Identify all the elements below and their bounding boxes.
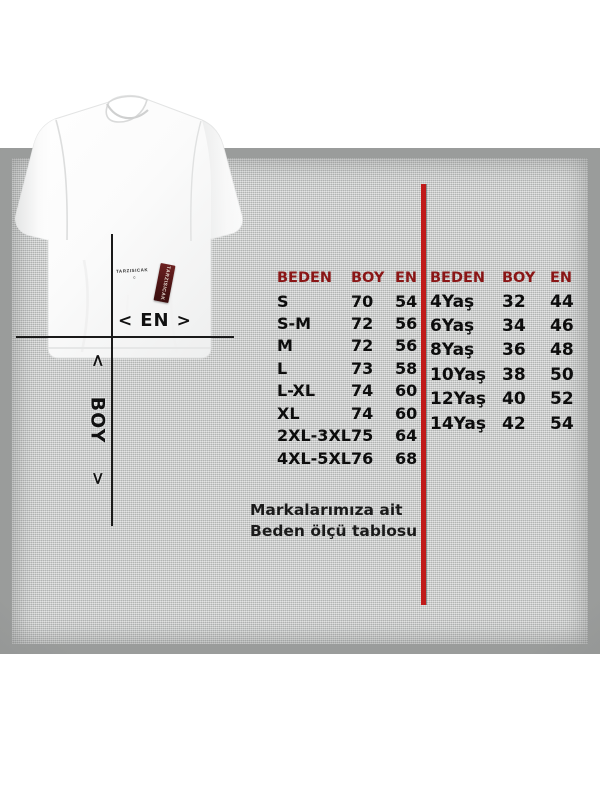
cell-en: 58 — [394, 358, 418, 378]
cell-boy: 36 — [502, 340, 526, 361]
table-row: L-XL 74 60 — [277, 380, 429, 402]
cell-boy: 32 — [502, 291, 526, 312]
arrow-left-icon: < — [118, 310, 134, 331]
cell-boy: 34 — [502, 315, 526, 336]
cell-boy: 76 — [350, 448, 374, 468]
caption-line-1: Markalarımıza ait — [250, 501, 403, 519]
cell-en: 54 — [550, 413, 574, 434]
caption-line-2: Beden ölçü tablosu — [250, 521, 418, 540]
length-annotation: < BOY > — [80, 352, 114, 487]
header-en: EN — [550, 270, 573, 286]
cell-en: 60 — [394, 381, 418, 401]
table-header-row: BEDEN BOY EN — [430, 270, 584, 290]
cell-beden: 4XL-5XL — [277, 448, 351, 468]
arrow-down-icon: > — [87, 471, 108, 486]
cell-beden: 2XL-3XL — [277, 426, 351, 446]
header-beden: BEDEN — [277, 270, 333, 286]
cell-en: 50 — [550, 364, 574, 385]
cell-beden: L-XL — [277, 381, 316, 401]
cell-boy: 72 — [350, 313, 374, 333]
cell-beden: M — [277, 336, 293, 356]
cell-beden: 12Yaş — [430, 389, 486, 410]
table-divider — [421, 184, 426, 605]
cell-boy: 74 — [350, 403, 374, 423]
width-annotation-label: EN — [140, 310, 170, 331]
arrow-up-icon: < — [87, 353, 108, 368]
cell-beden: XL — [277, 403, 300, 423]
collar-brand-sub: © — [133, 276, 136, 280]
cell-beden: S-M — [277, 313, 312, 333]
cell-boy: 40 — [502, 389, 526, 410]
cell-beden: 14Yaş — [430, 413, 486, 434]
table-row: 4XL-5XL 76 68 — [277, 447, 429, 469]
table-row: M 72 56 — [277, 335, 429, 357]
table-row: 14Yaş 42 54 — [430, 412, 584, 436]
cell-boy: 70 — [350, 291, 374, 311]
table-row: S-M 72 56 — [277, 312, 429, 334]
length-annotation-label: BOY — [86, 396, 108, 443]
length-guide-line — [111, 234, 113, 526]
cell-en: 46 — [550, 315, 574, 336]
table-row: 10Yaş 38 50 — [430, 363, 584, 387]
table-row: 4Yaş 32 44 — [430, 290, 584, 314]
table-row: 8Yaş 36 48 — [430, 339, 584, 363]
width-annotation: < EN > — [118, 310, 192, 331]
cell-boy: 75 — [350, 426, 374, 446]
adult-size-table: BEDEN BOY EN S 70 54 S-M 72 56 M 72 56 — [277, 270, 429, 470]
cell-boy: 72 — [350, 336, 374, 356]
table-row: 12Yaş 40 52 — [430, 388, 584, 412]
cell-en: 64 — [394, 426, 418, 446]
header-boy: BOY — [350, 270, 385, 286]
cell-boy: 74 — [350, 381, 374, 401]
cell-boy: 38 — [502, 364, 526, 385]
cell-en: 44 — [550, 291, 574, 312]
kids-size-table: BEDEN BOY EN 4Yaş 32 44 6Yaş 34 46 8Yaş … — [430, 270, 584, 437]
cell-boy: 42 — [502, 413, 526, 434]
cell-en: 56 — [394, 336, 418, 356]
arrow-right-icon: > — [176, 310, 192, 331]
chart-caption: Markalarımıza ait Beden ölçü tablosu — [250, 500, 425, 542]
cell-beden: S — [277, 291, 289, 311]
table-row: S 70 54 — [277, 290, 429, 312]
table-row: XL 74 60 — [277, 402, 429, 424]
cell-beden: L — [277, 358, 288, 378]
cell-en: 60 — [394, 403, 418, 423]
hang-tag-label: TARZISICAK — [158, 265, 171, 301]
header-beden: BEDEN — [430, 270, 486, 286]
cell-boy: 73 — [350, 358, 374, 378]
cell-en: 54 — [394, 291, 418, 311]
tshirt-illustration — [6, 90, 252, 365]
table-row: L 73 58 — [277, 357, 429, 379]
table-header-row: BEDEN BOY EN — [277, 270, 429, 290]
cell-en: 56 — [394, 313, 418, 333]
cell-en: 52 — [550, 389, 574, 410]
cell-beden: 8Yaş — [430, 340, 475, 361]
cell-beden: 10Yaş — [430, 364, 486, 385]
table-row: 2XL-3XL 75 64 — [277, 425, 429, 447]
header-boy: BOY — [502, 270, 536, 286]
width-guide-line — [16, 336, 234, 338]
cell-en: 48 — [550, 340, 574, 361]
table-row: 6Yaş 34 46 — [430, 314, 584, 338]
header-en: EN — [394, 270, 418, 286]
cell-beden: 4Yaş — [430, 291, 475, 312]
cell-en: 68 — [394, 448, 418, 468]
cell-beden: 6Yaş — [430, 315, 475, 336]
